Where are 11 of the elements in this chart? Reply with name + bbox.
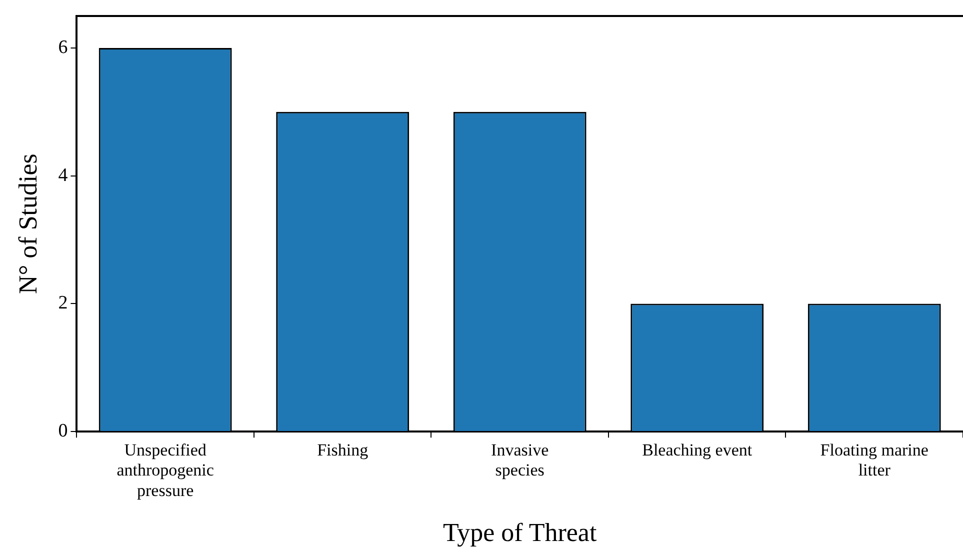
- x-tick-label: Bleaching event: [642, 440, 752, 460]
- x-tick-label: Unspecified anthropogenic pressure: [116, 440, 214, 500]
- x-tick-label: Invasive species: [491, 440, 549, 480]
- y-tick-label: 6: [58, 36, 68, 58]
- y-tick-label: 2: [58, 292, 68, 314]
- y-axis-title: N° of Studies: [13, 154, 42, 294]
- x-tick-label: Floating marine litter: [820, 440, 928, 480]
- y-tick-label: 0: [58, 420, 68, 442]
- y-tick-label: 4: [58, 164, 68, 186]
- x-axis-title: Type of Threat: [443, 518, 598, 548]
- x-tick-label: Fishing: [317, 440, 369, 460]
